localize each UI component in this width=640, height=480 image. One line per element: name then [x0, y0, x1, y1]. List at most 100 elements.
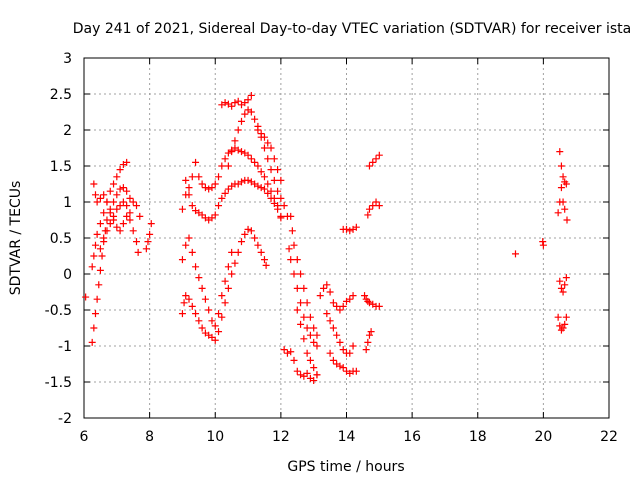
- data-point: [205, 185, 213, 193]
- data-point: [234, 146, 242, 154]
- data-point: [205, 306, 213, 314]
- data-point: [556, 277, 564, 285]
- data-point: [91, 310, 99, 318]
- y-tick-label: -2: [58, 411, 72, 427]
- data-point: [221, 99, 229, 107]
- data-point: [185, 234, 193, 242]
- data-point: [192, 263, 200, 271]
- data-point: [238, 238, 245, 246]
- data-point: [364, 211, 372, 219]
- data-point: [283, 349, 291, 357]
- data-point: [254, 162, 262, 170]
- data-point: [91, 241, 99, 249]
- data-point: [185, 295, 193, 303]
- data-point: [375, 302, 383, 310]
- data-point: [559, 324, 567, 332]
- data-point: [211, 322, 219, 330]
- data-point: [96, 194, 104, 202]
- data-point: [215, 202, 223, 210]
- data-point: [211, 336, 219, 344]
- data-point: [310, 338, 318, 346]
- data-point: [346, 227, 354, 235]
- y-tick-label: 0: [63, 267, 72, 283]
- data-point: [126, 194, 134, 202]
- data-point: [262, 261, 270, 269]
- data-point: [364, 297, 372, 305]
- data-point: [251, 115, 259, 123]
- data-point: [188, 248, 196, 256]
- data-point: [270, 176, 278, 184]
- data-point: [559, 198, 567, 206]
- data-point: [218, 194, 226, 202]
- data-point: [198, 284, 206, 292]
- data-point: [180, 299, 188, 307]
- data-point: [221, 299, 229, 307]
- data-point: [369, 158, 377, 166]
- chart-title: Day 241 of 2021, Sidereal Day-to-day VTE…: [73, 21, 631, 37]
- data-point: [346, 349, 354, 357]
- data-point: [267, 166, 275, 174]
- data-point: [142, 245, 150, 253]
- data-point: [270, 199, 278, 207]
- data-point: [106, 209, 114, 217]
- data-point: [88, 263, 96, 271]
- data-point: [244, 225, 252, 233]
- data-point: [562, 274, 570, 282]
- x-axis-label: GPS time / hours: [287, 459, 404, 475]
- data-point: [238, 178, 245, 186]
- y-tick-label: -0.5: [45, 303, 72, 319]
- data-point: [310, 364, 318, 372]
- data-point: [260, 133, 268, 141]
- data-point: [231, 259, 239, 267]
- data-point: [247, 155, 255, 163]
- data-point: [211, 180, 219, 188]
- data-point: [559, 173, 567, 181]
- data-point: [185, 191, 193, 199]
- data-point: [264, 155, 272, 163]
- data-point: [365, 162, 373, 170]
- data-point: [290, 356, 298, 364]
- data-point: [251, 158, 259, 166]
- data-point: [336, 306, 344, 314]
- data-point: [563, 216, 571, 224]
- data-point: [274, 166, 282, 174]
- data-point: [103, 198, 111, 206]
- data-point: [251, 234, 259, 242]
- y-axis-label: SDTVAR / TECUs: [8, 181, 24, 296]
- data-point: [280, 202, 288, 210]
- data-point: [556, 148, 564, 156]
- data-point: [306, 356, 314, 364]
- data-point: [290, 241, 298, 249]
- data-point: [228, 148, 236, 156]
- data-point: [188, 302, 196, 310]
- data-point: [511, 250, 519, 258]
- data-point: [300, 335, 308, 343]
- data-point: [106, 220, 114, 228]
- data-point: [277, 176, 285, 184]
- data-point: [336, 362, 344, 370]
- data-point: [208, 317, 216, 325]
- y-tick-label: -1: [58, 339, 72, 355]
- data-point: [300, 313, 308, 321]
- data-point: [297, 299, 305, 307]
- data-point: [116, 185, 124, 193]
- data-point: [349, 342, 357, 350]
- data-point: [113, 223, 121, 231]
- data-point: [100, 191, 108, 199]
- data-point: [129, 198, 137, 206]
- data-point: [198, 180, 206, 188]
- data-point: [288, 227, 296, 235]
- data-point: [313, 371, 321, 379]
- data-point: [195, 173, 203, 181]
- data-point: [238, 148, 245, 156]
- data-point: [126, 209, 134, 217]
- data-point: [287, 212, 295, 220]
- data-point: [313, 342, 321, 350]
- data-point: [90, 180, 98, 188]
- data-point: [339, 364, 347, 372]
- data-point: [123, 158, 131, 166]
- data-point: [91, 191, 99, 199]
- data-point: [362, 346, 370, 354]
- data-point: [123, 202, 131, 210]
- data-point: [274, 187, 282, 195]
